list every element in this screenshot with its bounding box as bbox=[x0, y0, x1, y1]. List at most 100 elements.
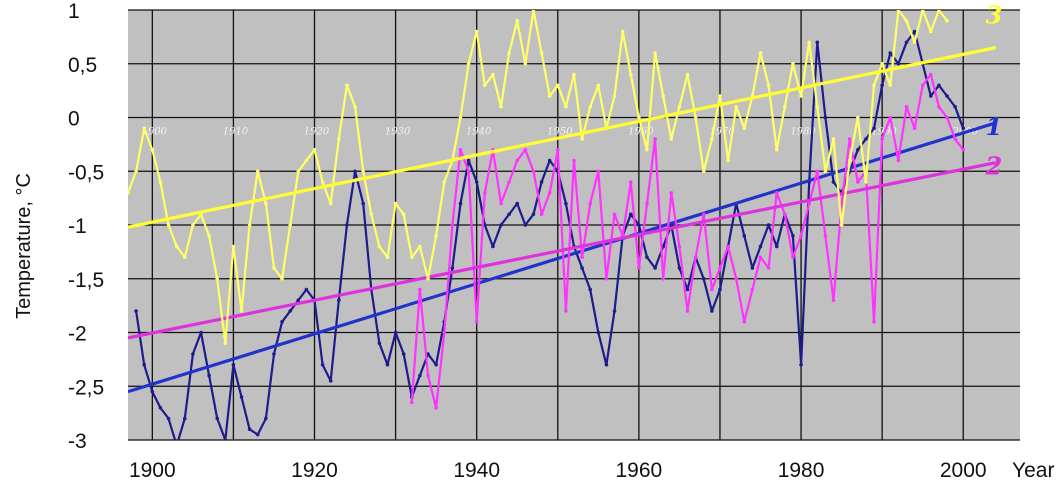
series-2-point bbox=[904, 104, 909, 109]
series-2-point bbox=[531, 169, 536, 174]
series-3-point bbox=[766, 83, 771, 88]
series-3-point bbox=[288, 223, 292, 227]
series-1-point bbox=[815, 40, 820, 45]
series-3-point bbox=[904, 18, 909, 23]
series-3-point bbox=[353, 104, 357, 109]
series-1-point bbox=[207, 373, 211, 378]
series-2-point bbox=[466, 169, 471, 174]
series-3-point bbox=[410, 255, 414, 260]
series-3-point bbox=[580, 137, 584, 141]
series-1-point bbox=[539, 180, 544, 184]
series-3-point bbox=[799, 94, 803, 98]
series-3-point bbox=[442, 180, 447, 184]
series-2-point bbox=[588, 201, 593, 206]
series-2-point bbox=[637, 266, 641, 270]
series-2-point bbox=[596, 169, 601, 174]
series-2-point bbox=[726, 244, 730, 249]
x-tick-label: 1940 bbox=[453, 459, 500, 482]
inner-year-label: 1930 bbox=[385, 127, 411, 138]
series-1-point bbox=[320, 362, 325, 367]
series-1-point bbox=[929, 94, 933, 98]
series-2-point bbox=[612, 212, 617, 217]
series-3-point bbox=[701, 169, 706, 174]
series-3-point bbox=[872, 83, 876, 88]
series-2-point bbox=[774, 190, 779, 195]
series-3-trend-line bbox=[128, 46, 996, 229]
series-3-point bbox=[726, 158, 730, 163]
series-3-point bbox=[239, 309, 244, 313]
series-2-point bbox=[483, 190, 487, 195]
series-3-point bbox=[555, 83, 560, 88]
series-1-point bbox=[150, 389, 155, 394]
series-2-point bbox=[701, 212, 706, 217]
series-3-point bbox=[166, 223, 171, 227]
series-1-point bbox=[199, 330, 203, 335]
x-tick-label: 1960 bbox=[616, 459, 663, 482]
series-3-point bbox=[128, 190, 130, 195]
series-3-point bbox=[856, 115, 860, 120]
series-3-point bbox=[272, 266, 276, 270]
inner-year-label: 1940 bbox=[466, 127, 492, 138]
series-2-point bbox=[872, 319, 876, 324]
series-2-point bbox=[831, 298, 836, 303]
series-1-point bbox=[701, 276, 706, 281]
series-2-point bbox=[572, 158, 576, 163]
series-2-point bbox=[937, 104, 941, 109]
y-tick-label: 0,5 bbox=[68, 54, 97, 77]
series-2-point bbox=[645, 201, 649, 206]
series-2-point bbox=[912, 126, 917, 131]
series-1-point bbox=[823, 115, 828, 120]
series-3-point bbox=[345, 83, 349, 88]
series-3-point bbox=[474, 29, 479, 34]
series-2-point bbox=[564, 309, 568, 313]
series-2-point bbox=[920, 83, 925, 88]
series-2-point bbox=[458, 147, 463, 152]
series-1-point bbox=[158, 405, 163, 410]
series-1-point bbox=[264, 416, 268, 421]
x-tick-label: 2000 bbox=[940, 459, 987, 482]
series-1-point bbox=[458, 201, 463, 206]
series-2-point bbox=[515, 158, 520, 163]
series-2-point bbox=[628, 180, 633, 184]
series-1-point bbox=[685, 287, 690, 292]
series-2-point bbox=[547, 190, 552, 195]
series-1-point bbox=[637, 223, 641, 227]
series-1-point bbox=[345, 223, 349, 227]
series-3-point bbox=[564, 104, 568, 109]
series-1-point bbox=[418, 373, 422, 378]
series-1-point bbox=[377, 341, 382, 346]
inner-year-label: 1980 bbox=[790, 127, 816, 138]
series-1-point bbox=[182, 416, 187, 421]
series-layer bbox=[128, 10, 997, 440]
series-1-point bbox=[653, 266, 657, 270]
series-3-point bbox=[758, 51, 763, 55]
series-1-trend-line bbox=[128, 121, 997, 394]
series-3-point bbox=[847, 158, 852, 163]
series-3-point bbox=[304, 158, 309, 163]
series-1-point bbox=[255, 432, 260, 437]
series-1-point bbox=[531, 212, 536, 217]
series-1-point bbox=[880, 83, 884, 88]
series-1-point bbox=[215, 416, 219, 421]
series-3-point bbox=[791, 61, 795, 66]
series-3-point bbox=[677, 104, 682, 109]
series-3-point bbox=[515, 18, 520, 23]
series-3-point bbox=[361, 169, 365, 174]
series-1-point bbox=[961, 126, 966, 131]
series-2-point bbox=[426, 373, 430, 378]
series-3-point bbox=[920, 10, 925, 12]
series-1-point bbox=[953, 104, 957, 109]
series-1-point bbox=[523, 223, 528, 227]
series-3-point bbox=[929, 29, 933, 34]
inner-year-label: 1960 bbox=[628, 127, 654, 138]
y-tick-label: -0,5 bbox=[68, 161, 104, 184]
series-1-point bbox=[466, 158, 471, 163]
series-2-point bbox=[880, 137, 884, 141]
series-3-point bbox=[645, 147, 649, 152]
series-1-point bbox=[231, 362, 236, 367]
series-3-point bbox=[385, 255, 390, 260]
y-tick-label: -1 bbox=[68, 215, 87, 238]
y-tick-label: 0 bbox=[68, 108, 80, 131]
series-1-point bbox=[247, 427, 252, 432]
series-2-point bbox=[847, 137, 852, 141]
